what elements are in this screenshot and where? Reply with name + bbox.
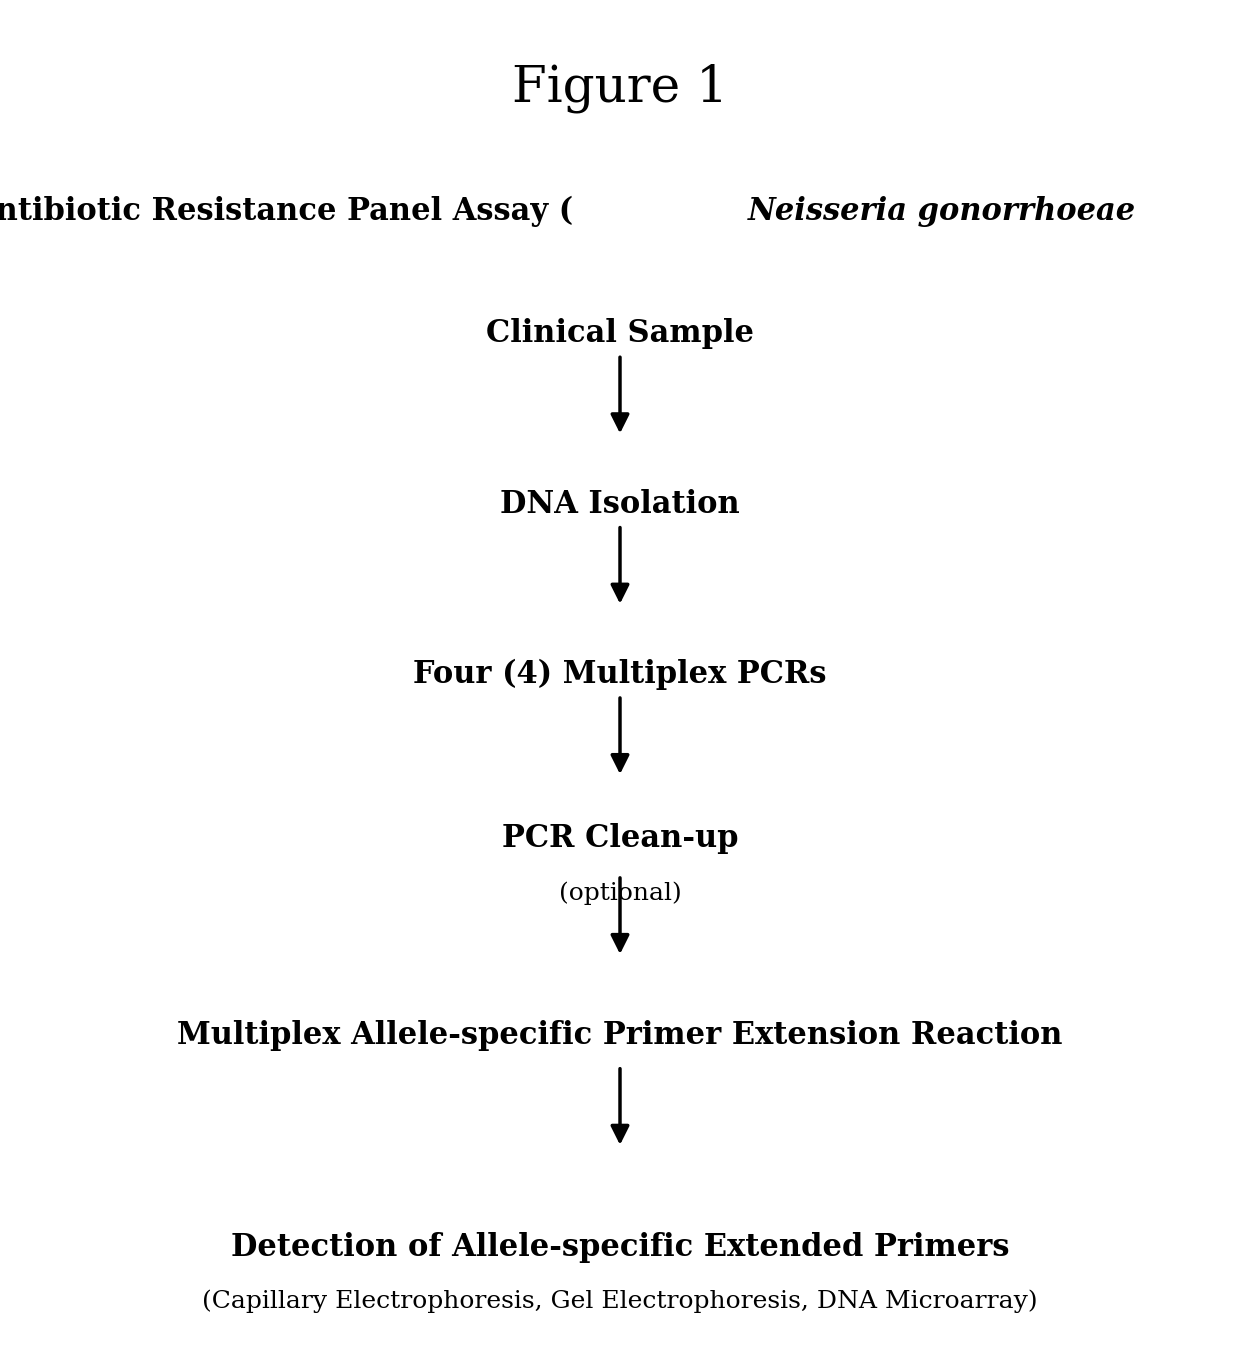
Text: Clinical Sample: Clinical Sample: [486, 319, 754, 349]
Text: (Capillary Electrophoresis, Gel Electrophoresis, DNA Microarray): (Capillary Electrophoresis, Gel Electrop…: [202, 1289, 1038, 1314]
Text: Antibiotic Resistance Panel Assay (: Antibiotic Resistance Panel Assay (: [0, 196, 574, 226]
Text: Figure 1: Figure 1: [512, 64, 728, 113]
Text: (optional): (optional): [559, 880, 681, 905]
Text: PCR Clean-up: PCR Clean-up: [502, 823, 738, 853]
Text: Four (4) Multiplex PCRs: Four (4) Multiplex PCRs: [413, 660, 827, 690]
Text: Multiplex Allele-specific Primer Extension Reaction: Multiplex Allele-specific Primer Extensi…: [177, 1021, 1063, 1051]
Text: Neisseria gonorrhoeae: Neisseria gonorrhoeae: [748, 196, 1136, 226]
Text: Detection of Allele-specific Extended Primers: Detection of Allele-specific Extended Pr…: [231, 1232, 1009, 1262]
Text: DNA Isolation: DNA Isolation: [500, 489, 740, 519]
